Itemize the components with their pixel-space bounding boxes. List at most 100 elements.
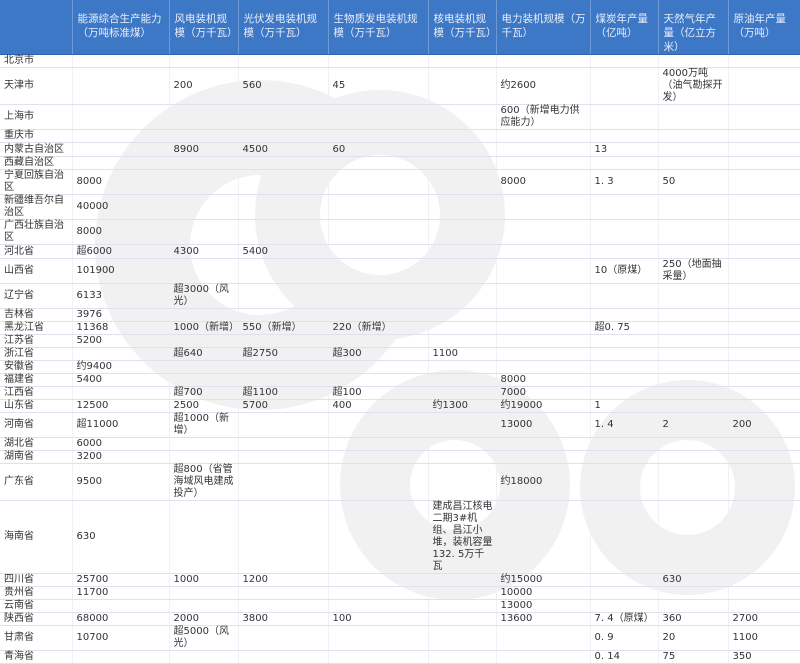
table-cell — [328, 500, 429, 574]
table-row: 安徽省 约9400 — [0, 360, 800, 374]
table-cell — [590, 194, 659, 220]
column-header: 原油年产量（万吨） — [728, 0, 800, 55]
table-cell — [428, 373, 497, 387]
province-name: 辽宁省 — [0, 283, 73, 309]
province-name: 云南省 — [0, 599, 73, 613]
table-cell — [496, 156, 591, 170]
table-row: 广东省 9500 超800（省管海域风电建成投产） 约18000 — [0, 463, 800, 501]
table-cell: 560 — [238, 67, 329, 105]
table-cell — [590, 347, 659, 361]
table-cell: 11700 — [72, 586, 170, 600]
table-cell: 360 — [658, 612, 729, 626]
table-cell — [238, 599, 329, 613]
table-cell — [428, 450, 497, 464]
table-cell — [238, 104, 329, 130]
table-cell — [728, 142, 800, 157]
table-cell: 1100 — [728, 625, 800, 651]
table-cell: 200 — [169, 67, 239, 105]
table-cell — [658, 360, 729, 374]
table-cell: 约9400 — [72, 360, 170, 374]
table-cell: 超1100 — [238, 386, 329, 400]
table-cell — [328, 104, 429, 130]
table-cell: 1200 — [238, 573, 329, 587]
province-name: 安徽省 — [0, 360, 73, 374]
table-cell — [238, 586, 329, 600]
column-header: 能源综合生产能力（万吨标准煤） — [72, 0, 170, 55]
table-row: 湖南省 3200 — [0, 450, 800, 464]
table-cell: 2500 — [169, 399, 239, 413]
table-cell — [428, 67, 497, 105]
table-row: 河北省 超6000 4300 5400 — [0, 244, 800, 259]
table-cell: 10000 — [496, 586, 591, 600]
table-cell — [428, 321, 497, 335]
province-name: 青海省 — [0, 650, 73, 664]
table-cell — [238, 437, 329, 451]
table-cell — [496, 334, 591, 348]
table-cell — [658, 463, 729, 501]
table-cell — [238, 219, 329, 245]
table-cell: 550（新增） — [238, 321, 329, 335]
province-name: 黑龙江省 — [0, 321, 73, 335]
table-cell — [238, 360, 329, 374]
table-cell — [590, 244, 659, 259]
table-cell — [428, 650, 497, 664]
column-header: 核电装机规模（万千瓦） — [428, 0, 497, 55]
province-name: 甘肃省 — [0, 625, 73, 651]
table-cell — [72, 129, 170, 143]
table-cell — [658, 500, 729, 574]
table-row: 江西省 超700 超1100 超100 7000 — [0, 386, 800, 400]
table-row: 陕西省 68000 2000 3800 100 13600 7. 4（原煤） 360 2700 — [0, 612, 800, 626]
province-name: 山东省 — [0, 399, 73, 413]
table-cell — [428, 308, 497, 322]
table-cell — [728, 450, 800, 464]
table-cell — [590, 450, 659, 464]
table-cell: 约15000 — [496, 573, 591, 587]
table-cell — [728, 67, 800, 105]
table-cell: 6000 — [72, 437, 170, 451]
table-cell — [238, 258, 329, 284]
table-cell — [728, 334, 800, 348]
table-cell: 0. 14 — [590, 650, 659, 664]
province-name: 河南省 — [0, 412, 73, 438]
province-name: 陕西省 — [0, 612, 73, 626]
table-cell: 0. 9 — [590, 625, 659, 651]
table-cell — [328, 194, 429, 220]
table-row: 内蒙古自治区 8900 4500 60 13 — [0, 142, 800, 157]
table-row: 贵州省 11700 10000 — [0, 586, 800, 600]
table-cell: 1000 — [169, 573, 239, 587]
table-cell: 11368 — [72, 321, 170, 335]
table-row: 湖北省 6000 — [0, 437, 800, 451]
table-cell — [72, 104, 170, 130]
table-cell — [658, 450, 729, 464]
table-cell — [169, 156, 239, 170]
table-cell: 200 — [728, 412, 800, 438]
table-cell — [169, 500, 239, 574]
table-cell — [428, 586, 497, 600]
table-cell: 1. 3 — [590, 169, 659, 195]
table-row: 天津市 200 560 45 约2600 4000万吨（油气勘探开发） — [0, 67, 800, 105]
table-cell — [328, 219, 429, 245]
table-cell: 3200 — [72, 450, 170, 464]
table-cell — [590, 54, 659, 68]
table-cell — [728, 399, 800, 413]
province-name: 山西省 — [0, 258, 73, 284]
table-cell — [328, 573, 429, 587]
table-cell — [169, 599, 239, 613]
table-cell: 超11000 — [72, 412, 170, 438]
province-name: 河北省 — [0, 244, 73, 259]
province-name: 上海市 — [0, 104, 73, 130]
table-cell: 1 — [590, 399, 659, 413]
table-cell — [169, 437, 239, 451]
table-cell: 超2750 — [238, 347, 329, 361]
table-cell — [428, 54, 497, 68]
table-cell — [728, 194, 800, 220]
table-cell — [428, 463, 497, 501]
table-cell — [728, 258, 800, 284]
table-cell — [328, 586, 429, 600]
table-cell — [169, 373, 239, 387]
table-cell — [496, 625, 591, 651]
table-cell — [590, 283, 659, 309]
table-cell — [428, 104, 497, 130]
table-cell — [428, 142, 497, 157]
table-cell: 超1000（新增） — [169, 412, 239, 438]
